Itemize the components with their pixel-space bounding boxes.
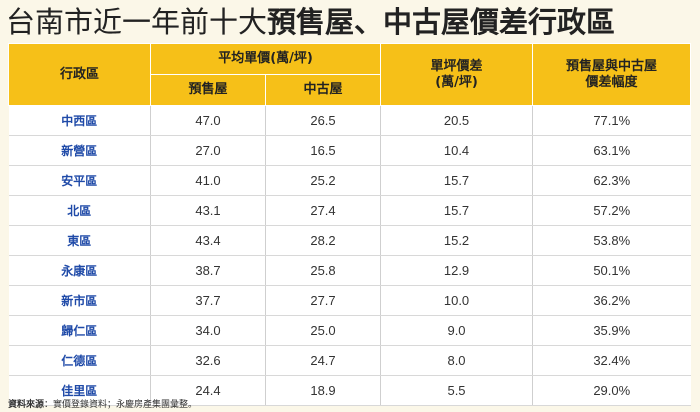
cell-used: 28.2 xyxy=(264,225,381,256)
cell-ratio: 77.1% xyxy=(532,105,691,136)
cell-presale: 37.7 xyxy=(150,285,266,316)
cell-used: 18.9 xyxy=(264,375,381,406)
cell-used: 27.7 xyxy=(264,285,381,316)
cell-presale: 43.4 xyxy=(150,225,266,256)
cell-district: 永康區 xyxy=(8,255,151,286)
cell-ratio: 32.4% xyxy=(532,345,691,376)
cell-diff: 8.0 xyxy=(380,345,533,376)
cell-ratio: 62.3% xyxy=(532,165,691,196)
cell-presale: 27.0 xyxy=(150,135,266,166)
price-diff-table: 行政區 平均單價(萬/坪) 單坪價差 (萬/坪) 預售屋與中古屋 價差幅度 預售… xyxy=(8,43,692,406)
cell-presale: 34.0 xyxy=(150,315,266,346)
cell-district: 新營區 xyxy=(8,135,151,166)
table-row: 北區 43.1 27.4 15.7 57.2% xyxy=(8,195,691,226)
cell-presale: 43.1 xyxy=(150,195,266,226)
cell-diff: 20.5 xyxy=(380,105,533,136)
source-note: 資料來源：實價登錄資料；永慶房產集團彙整。 xyxy=(8,397,197,410)
cell-district: 中西區 xyxy=(8,105,151,136)
cell-used: 27.4 xyxy=(264,195,381,226)
cell-presale: 32.6 xyxy=(150,345,266,376)
cell-presale: 47.0 xyxy=(150,105,266,136)
table-body: 中西區 47.0 26.5 20.5 77.1% 新營區 27.0 16.5 10.4 63.1%… xyxy=(8,105,691,406)
cell-ratio: 57.2% xyxy=(532,195,691,226)
table-row: 新市區 37.7 27.7 10.0 36.2% xyxy=(8,285,691,316)
chart-title: 台南市近一年前十大預售屋、中古屋價差行政區 xyxy=(6,4,615,40)
cell-district: 仁德區 xyxy=(8,345,151,376)
header-presale: 預售屋 xyxy=(150,74,266,106)
source-label: 資料來源 xyxy=(8,400,45,410)
cell-ratio: 29.0% xyxy=(532,375,691,406)
cell-district: 安平區 xyxy=(8,165,151,196)
table-row: 安平區 41.0 25.2 15.7 62.3% xyxy=(8,165,691,196)
cell-ratio: 50.1% xyxy=(532,255,691,286)
header-used: 中古屋 xyxy=(264,74,382,106)
cell-used: 25.2 xyxy=(264,165,381,196)
header-district: 行政區 xyxy=(8,43,151,106)
cell-district: 新市區 xyxy=(8,285,151,316)
cell-district: 北區 xyxy=(8,195,151,226)
table-row: 中西區 47.0 26.5 20.5 77.1% xyxy=(8,105,691,136)
cell-presale: 41.0 xyxy=(150,165,266,196)
cell-diff: 10.0 xyxy=(380,285,533,316)
cell-presale: 38.7 xyxy=(150,255,266,286)
cell-used: 25.0 xyxy=(264,315,381,346)
cell-diff: 9.0 xyxy=(380,315,533,346)
cell-ratio: 63.1% xyxy=(532,135,691,166)
cell-used: 26.5 xyxy=(264,105,381,136)
cell-diff: 15.7 xyxy=(380,165,533,196)
header-ratio: 預售屋與中古屋 價差幅度 xyxy=(532,43,692,106)
cell-diff: 10.4 xyxy=(380,135,533,166)
source-text: ：實價登錄資料；永慶房產集團彙整。 xyxy=(44,400,198,410)
cell-diff: 5.5 xyxy=(380,375,533,406)
cell-used: 16.5 xyxy=(264,135,381,166)
cell-used: 24.7 xyxy=(264,345,381,376)
cell-district: 歸仁區 xyxy=(8,315,151,346)
table-row: 歸仁區 34.0 25.0 9.0 35.9% xyxy=(8,315,691,346)
table-row: 仁德區 32.6 24.7 8.0 32.4% xyxy=(8,345,691,376)
cell-diff: 12.9 xyxy=(380,255,533,286)
title-normal: 台南市近一年前十大 xyxy=(6,5,268,39)
cell-used: 25.8 xyxy=(264,255,381,286)
cell-diff: 15.7 xyxy=(380,195,533,226)
header-diff: 單坪價差 (萬/坪) xyxy=(380,43,534,106)
title-bold: 預售屋、中古屋價差行政區 xyxy=(267,5,616,39)
cell-presale: 24.4 xyxy=(150,375,266,406)
cell-district: 東區 xyxy=(8,225,151,256)
header-avg-price: 平均單價(萬/坪) xyxy=(149,43,382,75)
table-row: 新營區 27.0 16.5 10.4 63.1% xyxy=(8,135,691,166)
table-row: 永康區 38.7 25.8 12.9 50.1% xyxy=(8,255,691,286)
cell-district: 佳里區 xyxy=(8,375,151,406)
cell-ratio: 53.8% xyxy=(532,225,691,256)
table-row: 東區 43.4 28.2 15.2 53.8% xyxy=(8,225,691,256)
cell-ratio: 36.2% xyxy=(532,285,691,316)
cell-ratio: 35.9% xyxy=(532,315,691,346)
table-row: 佳里區 24.4 18.9 5.5 29.0% xyxy=(8,375,691,406)
cell-diff: 15.2 xyxy=(380,225,533,256)
